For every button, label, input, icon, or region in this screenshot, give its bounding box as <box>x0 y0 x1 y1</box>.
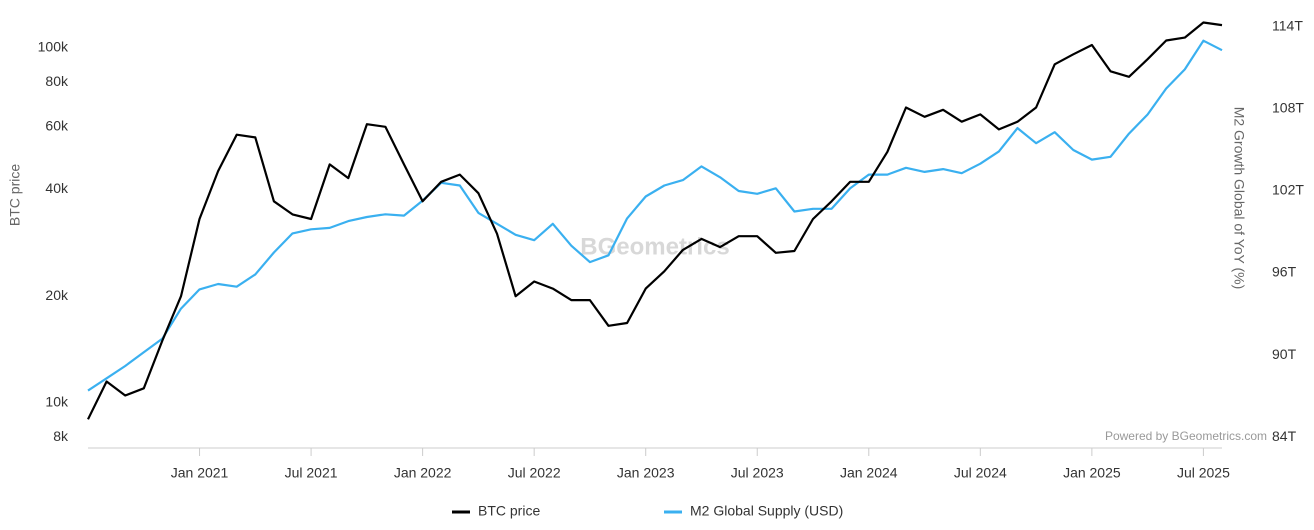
y-tick-label: 20k <box>45 287 69 303</box>
y-tick-label: 100k <box>38 39 69 55</box>
y2-tick-label: 108T <box>1272 100 1304 116</box>
y-tick-label: 40k <box>45 180 69 196</box>
x-tick-label: Jul 2023 <box>731 465 784 481</box>
x-tick-label: Jul 2024 <box>954 465 1007 481</box>
y2-tick-label: 96T <box>1272 264 1297 280</box>
x-tick-label: Jan 2024 <box>840 465 898 481</box>
x-tick-label: Jan 2022 <box>394 465 452 481</box>
y2-tick-label: 102T <box>1272 182 1304 198</box>
y2-tick-label: 114T <box>1272 18 1303 34</box>
x-tick-label: Jan 2023 <box>617 465 675 481</box>
y2-axis-title: M2 Growth Global of YoY (%) <box>1231 107 1247 290</box>
x-tick-label: Jul 2025 <box>1177 465 1230 481</box>
x-tick-label: Jul 2021 <box>285 465 338 481</box>
x-tick-label: Jul 2022 <box>508 465 561 481</box>
x-tick-label: Jan 2025 <box>1063 465 1121 481</box>
y2-tick-label: 84T <box>1272 428 1297 444</box>
x-tick-label: Jan 2021 <box>171 465 229 481</box>
y-tick-label: 60k <box>45 117 69 133</box>
y2-tick-label: 90T <box>1272 346 1297 362</box>
y-tick-label: 10k <box>45 394 69 410</box>
y-axis-title: BTC price <box>7 164 23 226</box>
legend-label: M2 Global Supply (USD) <box>690 503 843 519</box>
series-line <box>87 39 1223 392</box>
y-tick-label: 8k <box>53 428 69 444</box>
credit: Powered by BGeometrics.com <box>1105 429 1267 443</box>
legend-label: BTC price <box>478 503 540 519</box>
series-line <box>87 21 1223 420</box>
y-tick-label: 80k <box>45 73 69 89</box>
